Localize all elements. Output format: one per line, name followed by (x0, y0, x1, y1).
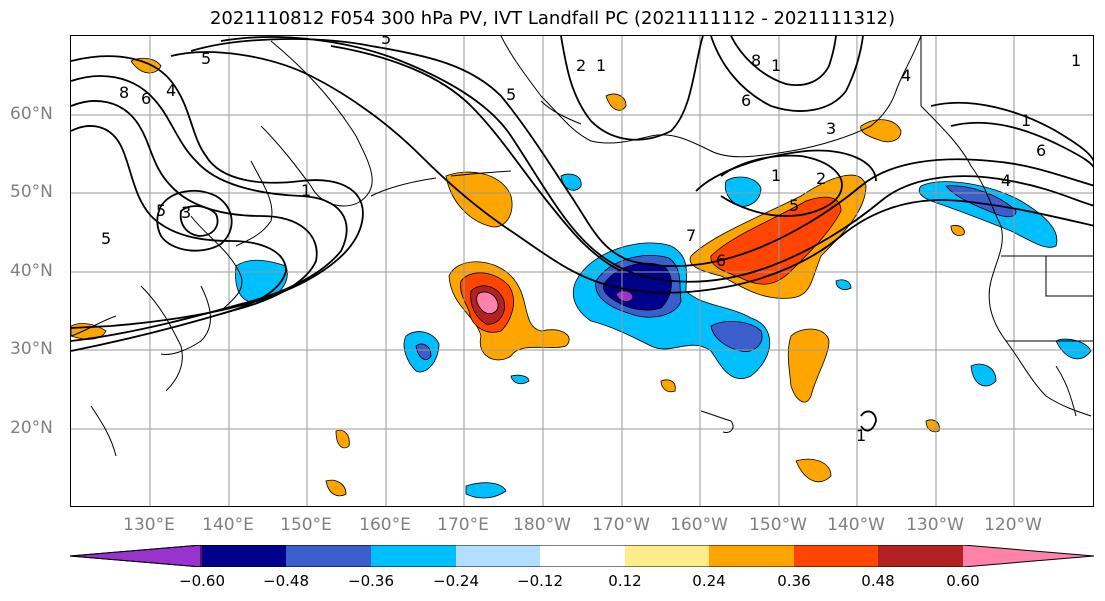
colorbar-segment (371, 545, 456, 567)
pv-contours (71, 36, 1094, 431)
colorbar-tick: 0.48 (861, 572, 894, 590)
colorbar-tick: 0.60 (946, 572, 979, 590)
contour-label: 5 (101, 229, 111, 248)
contour-label: 8 (751, 51, 761, 70)
colorbar-segments (70, 545, 1094, 567)
lon-label-130e: 130°E (123, 515, 175, 535)
contour-label: 4 (1001, 171, 1011, 190)
contour-label: 6 (716, 251, 726, 270)
contour-label: 5 (156, 201, 166, 220)
colorbar-segment (202, 545, 286, 567)
colorbar-tick: −0.24 (433, 572, 479, 590)
colorbar-tick: 0.12 (608, 572, 641, 590)
contour-label: 5 (381, 36, 391, 48)
contour-label: 8 (119, 83, 129, 102)
contour-label: 5 (506, 85, 516, 104)
contour-label: 1 (771, 166, 781, 185)
lon-label-140w: 140°W (827, 515, 885, 535)
map-panel: 8 6 4 5 5 1 5 3 5 5 2 1 8 1 6 3 1 2 5 7 … (70, 35, 1094, 507)
contour-label: 4 (166, 81, 176, 100)
colorbar-segment (70, 545, 202, 567)
contour-label: 6 (141, 89, 151, 108)
contour-label: 4 (901, 66, 911, 85)
contour-label: 5 (789, 196, 799, 215)
lon-label-160w: 160°W (670, 515, 728, 535)
contour-label: 2 (576, 56, 586, 75)
lon-label-140e: 140°E (202, 515, 254, 535)
colorbar-tick: 0.24 (692, 572, 725, 590)
lat-label-50n: 50°N (10, 182, 62, 202)
map-title: 2021110812 F054 300 hPa PV, IVT Landfall… (0, 8, 1105, 29)
lon-label-120w: 120°W (984, 515, 1042, 535)
contour-label: 3 (181, 203, 191, 222)
lat-label-20n: 20°N (10, 418, 62, 438)
colorbar-tick: −0.60 (179, 572, 225, 590)
lon-label-170e: 170°E (437, 515, 489, 535)
contour-label: 2 (816, 169, 826, 188)
colorbar-segment (625, 545, 709, 567)
colorbar-tick: 0.36 (777, 572, 810, 590)
lon-label-160e: 160°E (359, 515, 411, 535)
colorbar-tick: −0.12 (517, 572, 563, 590)
lon-label-150w: 150°W (749, 515, 807, 535)
contour-label: 5 (201, 49, 211, 68)
lon-label-150e: 150°E (280, 515, 332, 535)
contour-label: 1 (771, 56, 781, 75)
lat-label-30n: 30°N (10, 339, 62, 359)
colorbar-tick: −0.36 (348, 572, 394, 590)
coastlines (71, 36, 1094, 456)
contour-label: 7 (686, 226, 696, 245)
map-canvas: 8 6 4 5 5 1 5 3 5 5 2 1 8 1 6 3 1 2 5 7 … (71, 36, 1094, 507)
contour-label: 1 (856, 426, 866, 445)
colorbar-segment (794, 545, 878, 567)
colorbar (68, 545, 1098, 567)
contour-label: 6 (741, 91, 751, 110)
lat-label-40n: 40°N (10, 261, 62, 281)
contour-label: 1 (301, 181, 311, 200)
colorbar-segment (709, 545, 794, 567)
lon-label-180w: 180°W (513, 515, 571, 535)
contour-label: 1 (1021, 111, 1031, 130)
filled-contours (71, 58, 1091, 498)
lon-label-130w: 130°W (906, 515, 964, 535)
contour-label: 3 (826, 119, 836, 138)
graticule (71, 36, 1094, 507)
lon-label-170w: 170°W (592, 515, 650, 535)
colorbar-segment (286, 545, 371, 567)
contour-label: 1 (596, 56, 606, 75)
colorbar-tick: −0.48 (263, 572, 309, 590)
colorbar-segment (878, 545, 963, 567)
colorbar-segment (540, 545, 625, 567)
contour-label: 6 (1036, 141, 1046, 160)
lat-label-60n: 60°N (10, 104, 62, 124)
colorbar-segment (456, 545, 540, 567)
contour-label: 1 (1071, 51, 1081, 70)
colorbar-segment (963, 545, 1094, 567)
